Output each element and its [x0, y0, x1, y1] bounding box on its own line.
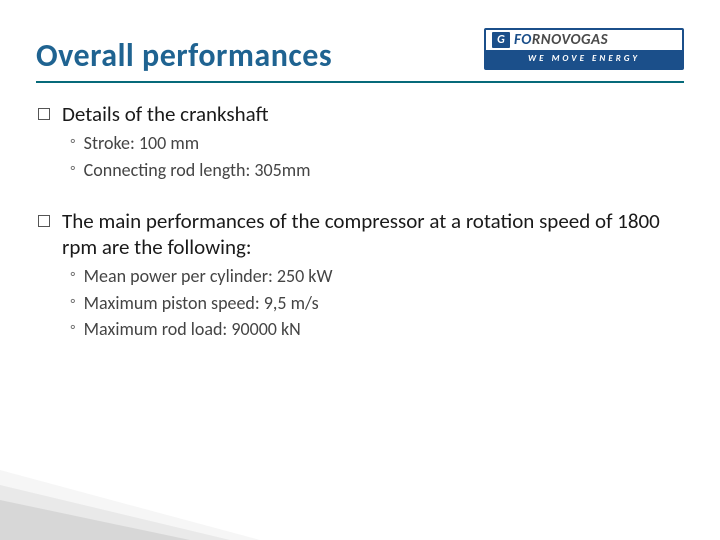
circle-bullet-icon: ◦	[70, 159, 76, 178]
list-item: Details of the crankshaft	[38, 101, 684, 127]
square-bullet-icon	[38, 215, 50, 227]
logo-top: G FORNOVOGAS	[486, 30, 682, 50]
section-heading: The main performances of the compressor …	[62, 208, 684, 261]
sub-item-text: Maximum piston speed: 9,5 m/s	[84, 291, 319, 315]
slide: Overall performances G FORNOVOGAS WE MOV…	[0, 0, 720, 540]
sub-list-item: ◦ Maximum piston speed: 9,5 m/s	[70, 291, 684, 315]
logo-name-highlight: FO	[514, 31, 532, 49]
logo-name: FORNOVOGAS	[514, 31, 608, 49]
page-title: Overall performances	[36, 36, 332, 75]
logo-name-rest: RNOVOGAS	[532, 31, 608, 49]
sub-list-item: ◦ Connecting rod length: 305mm	[70, 158, 684, 182]
logo-mark: G	[492, 32, 510, 48]
circle-bullet-icon: ◦	[70, 265, 76, 284]
content-area: Details of the crankshaft ◦ Stroke: 100 …	[36, 101, 684, 341]
sub-item-text: Maximum rod load: 90000 kN	[84, 317, 301, 341]
logo-tagline: WE MOVE ENERGY	[486, 50, 682, 68]
sub-list-item: ◦ Stroke: 100 mm	[70, 131, 684, 155]
sub-item-text: Connecting rod length: 305mm	[84, 158, 311, 182]
corner-decoration-icon	[0, 430, 260, 540]
sub-item-text: Mean power per cylinder: 250 kW	[84, 264, 333, 288]
list-item: The main performances of the compressor …	[38, 208, 684, 261]
circle-bullet-icon: ◦	[70, 292, 76, 311]
header-row: Overall performances G FORNOVOGAS WE MOV…	[36, 28, 684, 75]
sub-list-item: ◦ Mean power per cylinder: 250 kW	[70, 264, 684, 288]
section-heading: Details of the crankshaft	[62, 101, 269, 127]
square-bullet-icon	[38, 108, 50, 120]
sub-list-item: ◦ Maximum rod load: 90000 kN	[70, 317, 684, 341]
circle-bullet-icon: ◦	[70, 318, 76, 337]
title-divider	[36, 81, 684, 83]
sub-item-text: Stroke: 100 mm	[84, 131, 199, 155]
sub-list: ◦ Stroke: 100 mm ◦ Connecting rod length…	[38, 131, 684, 182]
circle-bullet-icon: ◦	[70, 132, 76, 151]
company-logo: G FORNOVOGAS WE MOVE ENERGY	[484, 28, 684, 70]
sub-list: ◦ Mean power per cylinder: 250 kW ◦ Maxi…	[38, 264, 684, 341]
